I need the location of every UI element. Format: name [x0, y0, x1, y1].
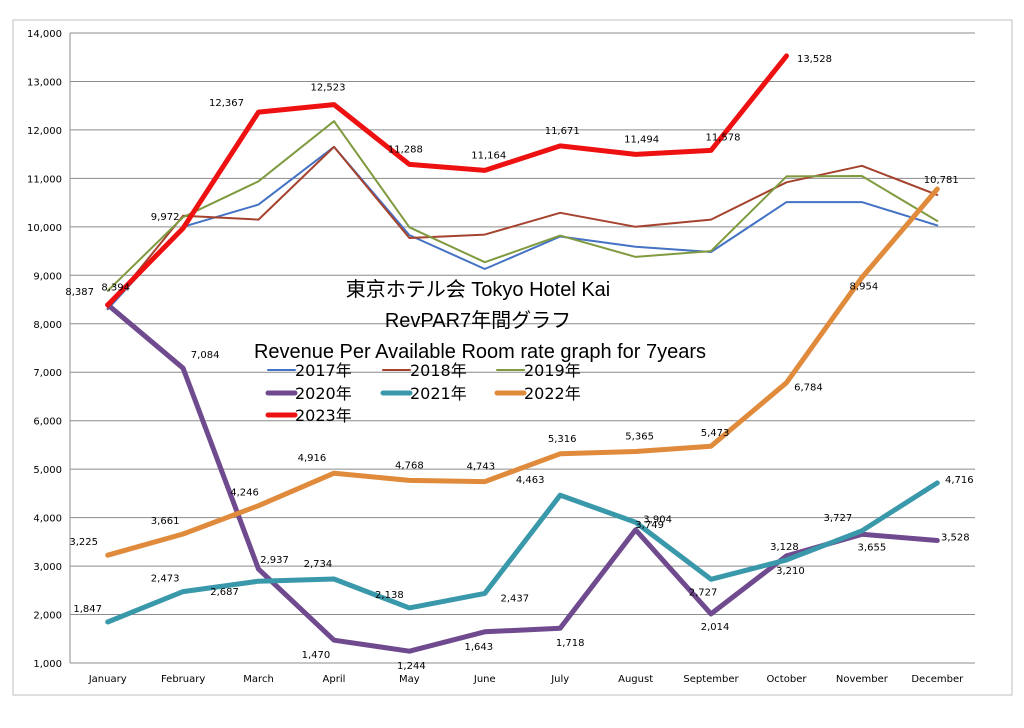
data-label: 3,904 — [643, 514, 672, 525]
data-label: 3,727 — [824, 513, 853, 524]
data-label: 8,394 — [101, 283, 130, 294]
data-label: 2,437 — [500, 593, 529, 604]
data-label: 1,847 — [73, 604, 102, 615]
legend-label: 2020年 — [295, 384, 352, 403]
y-tick-label: 7,000 — [33, 368, 62, 379]
legend-label: 2017年 — [295, 361, 352, 380]
x-tick-label: October — [766, 674, 807, 685]
data-label: 5,365 — [625, 431, 654, 442]
y-tick-label: 9,000 — [33, 271, 62, 282]
series-layer — [105, 53, 940, 654]
x-tick-label: January — [88, 674, 127, 685]
y-tick-label: 1,000 — [33, 659, 62, 670]
data-label: 6,784 — [794, 383, 823, 394]
data-label: 2,014 — [701, 622, 730, 633]
data-label: 3,210 — [776, 566, 805, 577]
title-line-2: RevPAR7年間グラフ — [385, 309, 571, 332]
data-label: 1,643 — [464, 642, 493, 653]
series-line — [105, 302, 940, 654]
x-tick-label: December — [911, 674, 964, 685]
y-tick-label: 4,000 — [33, 514, 62, 525]
data-label-layer: 8,394 7,084 2,937 1,470 1,244 1,643 1,718 3,749… — [65, 54, 973, 672]
x-tick-label: May — [399, 674, 420, 685]
data-label: 7,084 — [191, 350, 220, 361]
legend-label: 2018年 — [410, 361, 467, 380]
title-line-3: Revenue Per Available Room rate graph fo… — [254, 341, 706, 363]
data-label: 3,661 — [151, 516, 180, 527]
data-label: 2,687 — [210, 587, 239, 598]
chart-title: 東京ホテル会 Tokyo Hotel Kai RevPAR7年間グラフ Reve… — [254, 278, 706, 363]
y-tick-label: 11,000 — [27, 174, 62, 185]
y-tick-label: 14,000 — [27, 29, 62, 40]
data-label: 4,463 — [516, 475, 545, 486]
series-line — [105, 53, 789, 308]
data-label: 5,473 — [701, 428, 730, 439]
data-label: 11,671 — [545, 126, 580, 137]
data-label: 8,387 — [65, 287, 94, 298]
x-tick-label: August — [618, 674, 653, 685]
data-label: 9,972 — [151, 212, 180, 223]
legend-label: 2023年 — [295, 406, 352, 425]
y-tick-label: 6,000 — [33, 417, 62, 428]
data-label: 11,494 — [624, 134, 659, 145]
data-label: 4,768 — [395, 460, 424, 471]
data-label: 4,716 — [945, 475, 974, 486]
data-label: 12,367 — [209, 98, 244, 109]
data-label: 3,655 — [858, 542, 887, 553]
x-tick-label: March — [243, 674, 273, 685]
x-tick-label: July — [550, 674, 569, 685]
data-label: 2,138 — [375, 590, 404, 601]
series-line — [106, 145, 939, 311]
data-label: 2,727 — [689, 587, 718, 598]
data-label: 10,781 — [924, 175, 959, 186]
x-tick-label: June — [473, 674, 496, 685]
y-tick-label: 3,000 — [33, 562, 62, 573]
series-line — [106, 145, 939, 310]
data-label: 11,288 — [388, 144, 423, 155]
data-label: 3,528 — [941, 532, 970, 543]
data-label: 11,578 — [706, 132, 741, 143]
data-label: 12,523 — [310, 83, 345, 94]
x-tick-label: September — [683, 674, 739, 685]
y-tick-label: 10,000 — [27, 223, 62, 234]
data-label: 4,743 — [466, 462, 495, 473]
legend: 2017年 2018年 2019年 2020年 2021年 2022年 2023年 — [265, 361, 581, 425]
series-line — [105, 186, 940, 558]
x-tick-label: April — [323, 674, 346, 685]
data-label: 2,734 — [304, 559, 333, 570]
y-tick-label: 8,000 — [33, 320, 62, 331]
data-label: 2,937 — [260, 555, 289, 566]
grid-layer: 1,000 2,000 3,000 4,000 5,000 6,000 7,000 8,000… — [27, 29, 975, 685]
y-tick-label: 13,000 — [27, 77, 62, 88]
data-label: 11,164 — [471, 150, 506, 161]
data-label: 3,128 — [770, 542, 799, 553]
chart-border — [12, 19, 1013, 696]
x-tick-label: November — [836, 674, 889, 685]
x-tick-label: February — [161, 674, 205, 685]
y-tick-label: 2,000 — [33, 611, 62, 622]
series-line — [105, 480, 940, 625]
data-label: 4,246 — [230, 488, 259, 499]
title-line-1: 東京ホテル会 Tokyo Hotel Kai — [346, 278, 611, 301]
y-tick-label: 5,000 — [33, 465, 62, 476]
data-label: 1,244 — [397, 661, 426, 672]
data-label: 1,470 — [302, 650, 331, 661]
data-label: 3,749 — [635, 520, 664, 531]
legend-label: 2022年 — [524, 384, 581, 403]
data-label: 13,528 — [797, 54, 832, 65]
data-label: 2,473 — [151, 574, 180, 585]
legend-label: 2019年 — [524, 361, 581, 380]
data-label: 1,718 — [556, 638, 585, 649]
legend-label: 2021年 — [410, 384, 467, 403]
data-label: 8,954 — [850, 282, 879, 293]
data-label: 5,316 — [548, 434, 577, 445]
y-tick-label: 12,000 — [27, 126, 62, 137]
data-label: 3,225 — [69, 537, 98, 548]
series-line — [106, 120, 939, 292]
data-label: 4,916 — [298, 453, 327, 464]
